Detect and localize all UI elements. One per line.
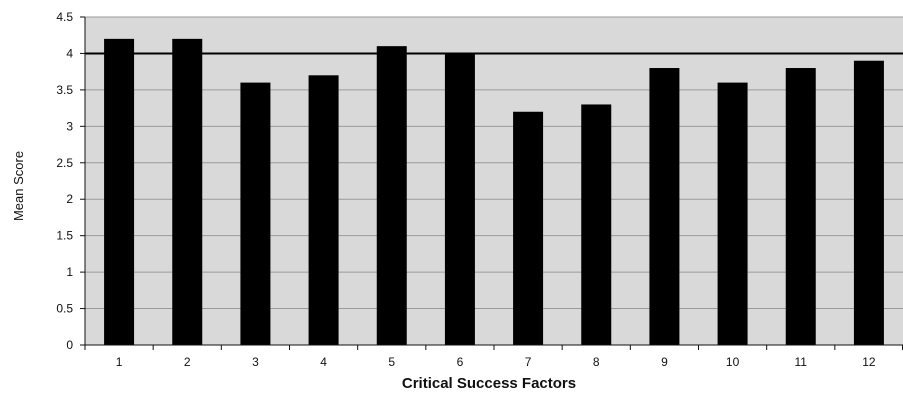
bar-6: [444, 53, 475, 345]
x-tick-label: 2: [184, 355, 191, 369]
bar-10: [717, 82, 748, 345]
bar-3: [240, 82, 271, 345]
y-tick-label: 2: [66, 192, 73, 206]
y-tick-label: 0: [66, 338, 73, 352]
y-axis-label: Mean Score: [11, 151, 26, 221]
bar-2: [172, 38, 203, 345]
plot-area: [85, 17, 903, 345]
x-tick-label: 11: [795, 355, 808, 369]
x-tick-label: 4: [320, 355, 327, 369]
axes: [80, 16, 903, 350]
y-tick-label: 4.5: [56, 10, 73, 24]
bar-4: [308, 75, 339, 346]
bar-9: [649, 68, 680, 346]
y-tick-label: 1: [66, 265, 73, 279]
bar-5: [376, 46, 407, 346]
x-tick-label: 10: [726, 355, 740, 369]
bar-8: [581, 104, 612, 345]
gridlines: [85, 16, 903, 310]
x-tick-label: 1: [116, 355, 123, 369]
y-tick-label: 3: [66, 119, 73, 133]
bar-7: [513, 111, 544, 345]
y-tick-label: 3.5: [56, 83, 73, 97]
bar-12: [853, 60, 884, 345]
x-tick-label: 8: [593, 355, 600, 369]
bar-11: [785, 68, 816, 346]
x-tick-labels: 1 2 3 4 5 6 7 8 9 10 11 12: [116, 355, 876, 369]
bar-1: [104, 38, 135, 345]
x-tick-label: 3: [252, 355, 259, 369]
x-tick-label: 7: [525, 355, 532, 369]
x-tick-label: 5: [388, 355, 395, 369]
y-tick-label: 4: [66, 46, 73, 60]
y-tick-label: 0.5: [56, 302, 73, 316]
x-axis-label: Critical Success Factors: [402, 375, 576, 392]
y-tick-label: 1.5: [56, 229, 73, 243]
bars: [104, 38, 884, 346]
x-tick-label: 12: [862, 355, 876, 369]
x-tick-label: 6: [457, 355, 464, 369]
y-tick-labels: 0 0.5 1 1.5 2 2.5 3 3.5 4 4.5: [56, 10, 73, 352]
y-tick-label: 2.5: [56, 156, 73, 170]
x-tick-label: 9: [661, 355, 668, 369]
